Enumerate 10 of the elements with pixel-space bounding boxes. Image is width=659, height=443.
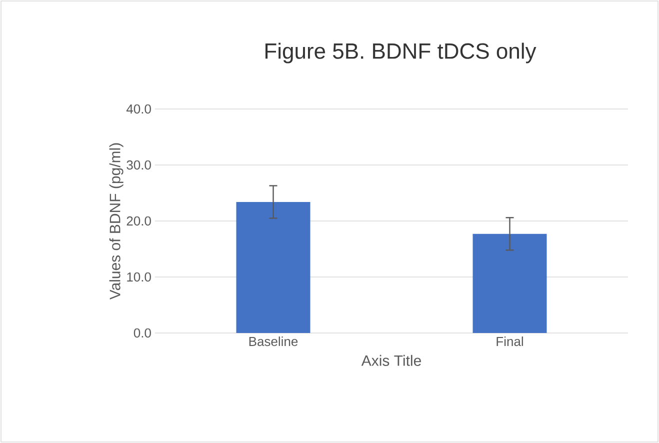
y-tick-label: 10.0 (127, 272, 151, 282)
y-tick-label: 0.0 (134, 328, 151, 338)
y-axis-title: Values of BDNF (pg/ml) (109, 143, 124, 300)
x-axis-title: Axis Title (361, 354, 421, 366)
y-tick-label: 30.0 (126, 160, 151, 170)
x-tick-label: Baseline (249, 336, 298, 346)
x-tick-label: Final (496, 336, 523, 346)
y-tick-label: 40.0 (126, 104, 151, 114)
chart-title: Figure 5B. BDNF tDCS only (265, 42, 536, 64)
y-tick-label: 20.0 (126, 216, 151, 226)
